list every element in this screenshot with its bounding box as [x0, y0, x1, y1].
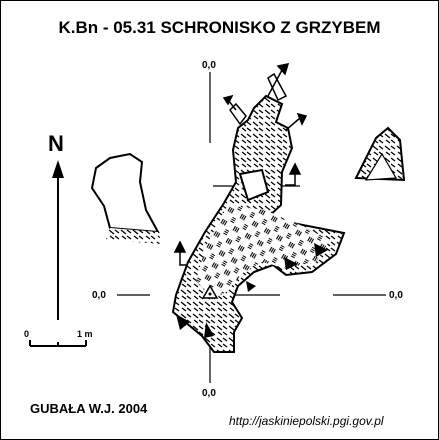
north-label: N — [48, 131, 64, 156]
rock-outcrop-left — [90, 152, 160, 234]
step-marker — [204, 322, 214, 338]
rock-outcrop-left-hatch — [106, 228, 162, 244]
step-marker — [246, 281, 256, 292]
upper-branch-left — [229, 102, 247, 126]
grid-label-top: 0,0 — [202, 60, 216, 71]
scale-bar — [29, 340, 87, 347]
north-arrow-icon — [52, 160, 64, 320]
cave-title: K.Bn - 05.31 SCHRONISKO Z GRZYBEM — [58, 18, 381, 37]
survey-point-dot — [208, 292, 212, 296]
floor-fill-central — [196, 205, 330, 300]
grid-label-left: 0,0 — [92, 290, 106, 301]
upper-branch-right — [267, 72, 288, 102]
step-marker — [284, 257, 298, 270]
rock-outcrop-right — [354, 126, 406, 182]
arrow-head-icon — [288, 162, 302, 175]
scale-start-label: 0 — [24, 329, 30, 339]
scale-end-label: 1 m — [77, 329, 93, 339]
continuation-arrows — [173, 63, 308, 266]
step-marker — [176, 314, 190, 330]
source-url-link[interactable]: http://jaskiniepolski.pgi.gov.pl — [229, 414, 384, 428]
arrow-head-icon — [222, 94, 234, 106]
step-marker — [314, 243, 328, 257]
author-credit: GUBAŁA W.J. 2004 — [30, 401, 148, 416]
arrow-head-icon — [276, 63, 290, 76]
rock-outcrop-right-inner — [364, 152, 398, 181]
grid-label-right: 0,0 — [389, 290, 403, 301]
survey-point-icon — [201, 284, 219, 299]
arrow-head-icon — [173, 240, 187, 253]
arrow-head-icon — [296, 112, 308, 126]
grid-label-bottom: 0,0 — [202, 388, 216, 399]
rock-block — [238, 168, 270, 202]
step-markers — [176, 243, 328, 338]
